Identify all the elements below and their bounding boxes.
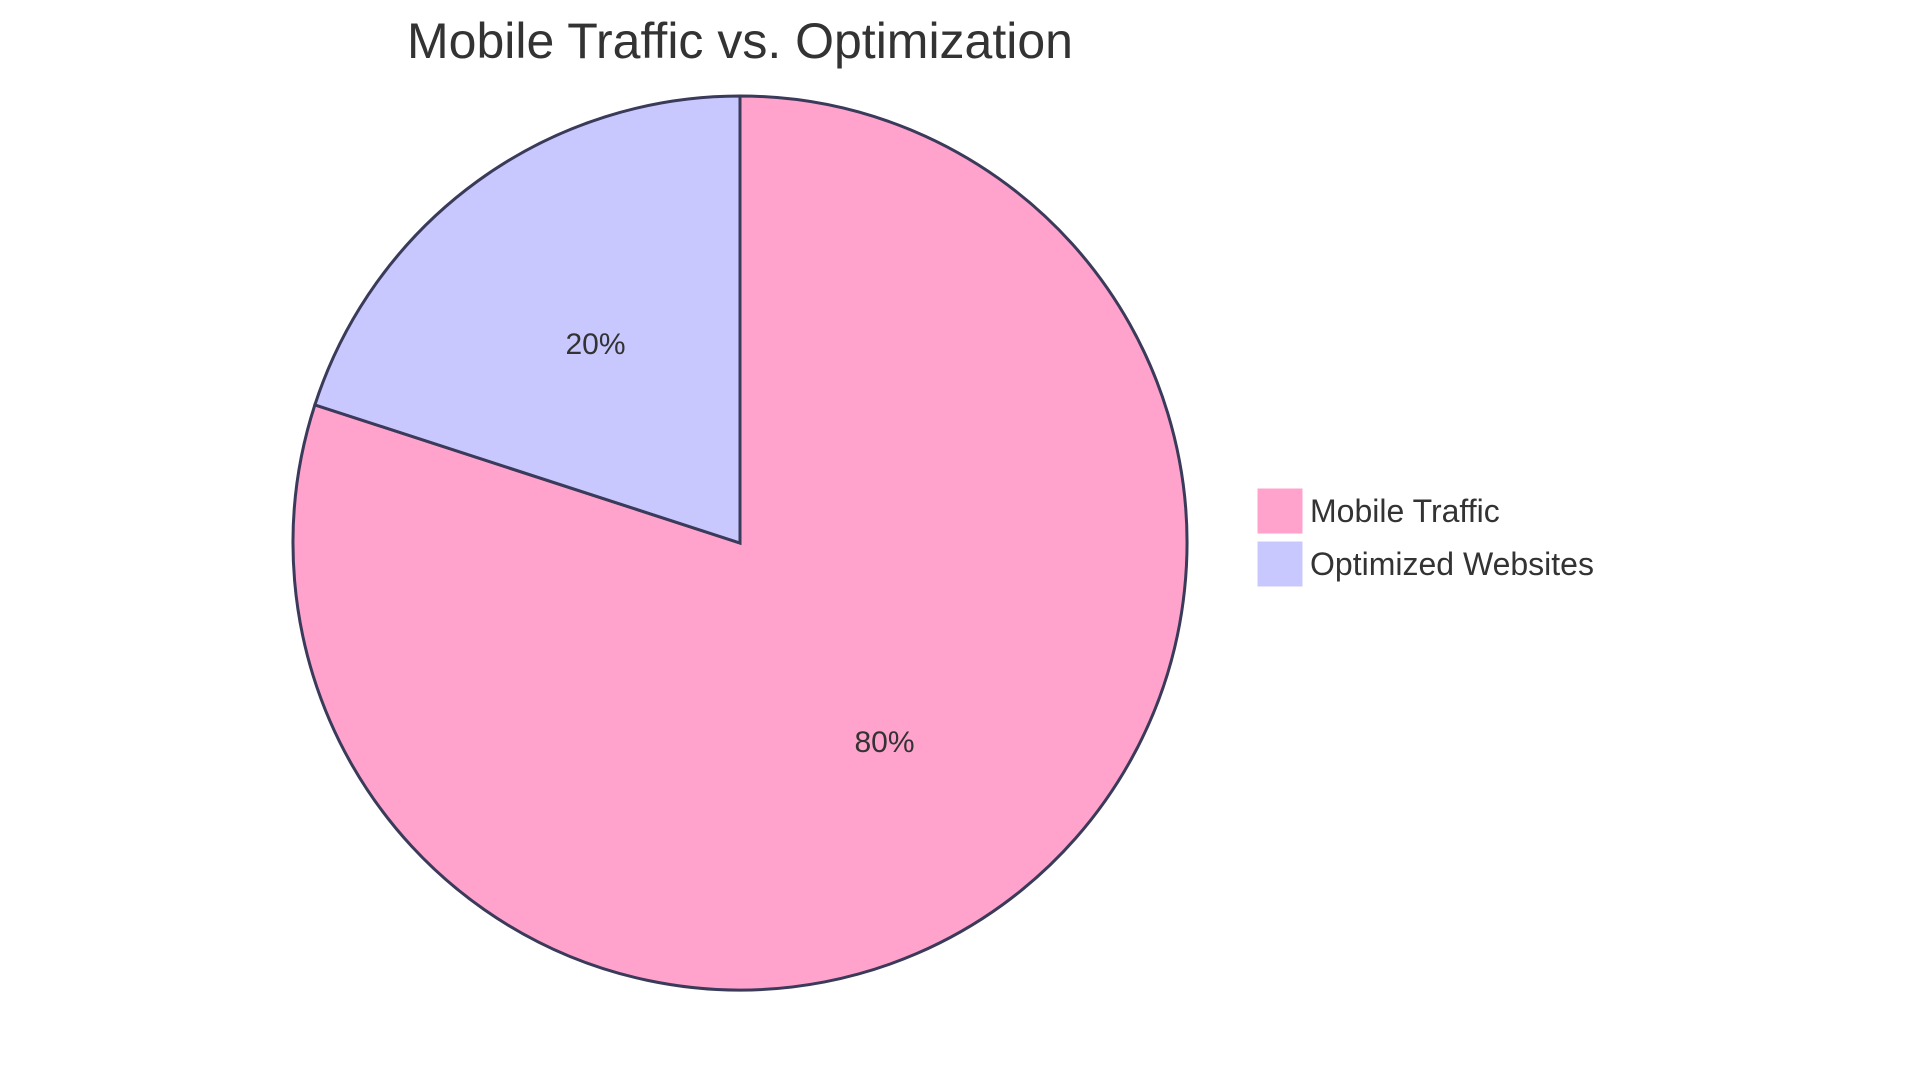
pie-slice-optimized-websites [312,94,742,546]
legend-label-optimized-websites: Optimized Websites [1310,546,1594,582]
pie-slice-labels: 80% 20% [565,328,914,759]
legend: Mobile Traffic Optimized Websites [1257,488,1594,587]
pie-slices [291,94,1189,992]
legend-label-mobile-traffic: Mobile Traffic [1310,493,1500,529]
slice-label-mobile-traffic: 80% [854,726,914,759]
chart-title: Mobile Traffic vs. Optimization [407,13,1073,69]
slice-label-optimized-websites: 20% [565,328,625,361]
legend-swatch-mobile-traffic [1257,488,1303,534]
legend-swatch-optimized-websites [1257,541,1303,587]
